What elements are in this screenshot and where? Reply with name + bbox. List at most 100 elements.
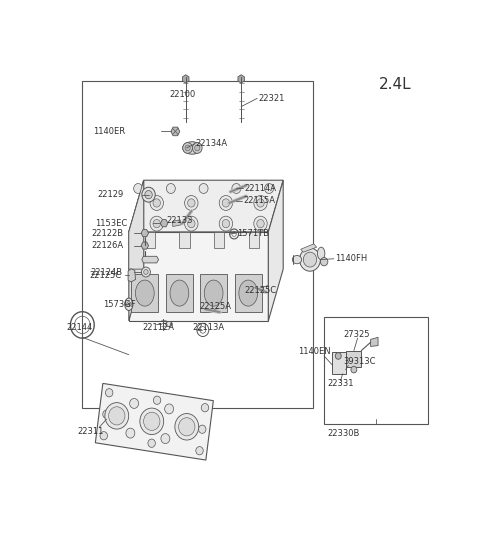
Bar (166, 274, 193, 311)
Text: 1140FH: 1140FH (335, 255, 368, 263)
Circle shape (153, 396, 161, 404)
Circle shape (257, 199, 264, 207)
Polygon shape (300, 244, 317, 252)
Ellipse shape (239, 280, 258, 306)
Polygon shape (160, 220, 168, 227)
Ellipse shape (292, 256, 301, 264)
Polygon shape (332, 352, 347, 374)
Circle shape (153, 199, 160, 207)
Text: 27325: 27325 (344, 330, 370, 338)
Circle shape (140, 408, 164, 434)
Circle shape (142, 187, 155, 202)
Circle shape (108, 407, 125, 425)
Text: 22321: 22321 (258, 94, 285, 103)
Circle shape (153, 220, 160, 228)
Circle shape (199, 184, 208, 193)
Circle shape (185, 216, 198, 231)
Circle shape (232, 184, 241, 193)
Text: 1153EC: 1153EC (96, 219, 128, 228)
Ellipse shape (125, 298, 133, 310)
Bar (200, 274, 227, 311)
Circle shape (254, 195, 267, 211)
Bar (180, 232, 190, 249)
Polygon shape (371, 337, 378, 346)
Bar (145, 232, 155, 249)
Text: 22144: 22144 (67, 323, 93, 331)
Text: 1140EN: 1140EN (298, 347, 331, 357)
Text: 22125C: 22125C (89, 271, 121, 280)
Text: 22331: 22331 (328, 379, 354, 388)
Polygon shape (142, 256, 158, 263)
Polygon shape (171, 127, 180, 136)
Circle shape (185, 145, 190, 151)
Circle shape (105, 403, 129, 429)
Circle shape (175, 413, 199, 440)
Circle shape (185, 195, 198, 211)
Circle shape (145, 191, 152, 199)
Circle shape (254, 216, 267, 231)
Text: 22133: 22133 (166, 216, 192, 225)
Polygon shape (96, 383, 214, 460)
Text: 22330B: 22330B (328, 429, 360, 438)
Text: 22126A: 22126A (92, 241, 124, 250)
Bar (132, 274, 158, 311)
Bar (83, 81, 313, 408)
Text: 1573GF: 1573GF (103, 300, 135, 309)
Circle shape (133, 184, 143, 193)
Circle shape (161, 433, 170, 444)
Polygon shape (129, 232, 268, 321)
Polygon shape (238, 75, 244, 83)
Circle shape (130, 398, 139, 409)
Circle shape (103, 410, 110, 418)
Circle shape (196, 447, 203, 455)
Text: 22100: 22100 (170, 90, 196, 99)
Ellipse shape (170, 280, 189, 306)
Circle shape (165, 404, 174, 414)
Bar (214, 232, 225, 249)
Text: 2.4L: 2.4L (379, 77, 411, 92)
Text: 22125C: 22125C (244, 286, 276, 295)
Circle shape (264, 184, 274, 193)
Text: 39313C: 39313C (344, 357, 376, 366)
Text: 22124B: 22124B (91, 267, 122, 277)
Polygon shape (173, 220, 181, 227)
Ellipse shape (317, 247, 325, 259)
Circle shape (222, 220, 229, 228)
Circle shape (188, 220, 195, 228)
Circle shape (188, 199, 195, 207)
Polygon shape (129, 180, 144, 321)
Circle shape (303, 252, 317, 267)
Text: 22125A: 22125A (200, 302, 231, 311)
Circle shape (183, 143, 192, 154)
Text: 22122B: 22122B (92, 229, 124, 238)
Circle shape (126, 428, 135, 438)
Text: 1571TB: 1571TB (237, 229, 269, 238)
Bar (235, 274, 262, 311)
Circle shape (144, 412, 160, 431)
Circle shape (192, 143, 202, 154)
Polygon shape (128, 268, 135, 282)
Circle shape (142, 267, 150, 277)
Polygon shape (268, 180, 283, 321)
Circle shape (150, 216, 163, 231)
Circle shape (257, 220, 264, 228)
Bar (324, 317, 428, 424)
Circle shape (100, 432, 108, 440)
Bar (249, 232, 259, 249)
Circle shape (179, 418, 195, 436)
Circle shape (321, 258, 328, 266)
Circle shape (199, 425, 206, 433)
Text: 22114A: 22114A (244, 184, 276, 193)
Ellipse shape (135, 280, 154, 306)
Circle shape (335, 353, 341, 359)
Circle shape (351, 366, 357, 373)
Text: 22134A: 22134A (196, 139, 228, 148)
Circle shape (219, 195, 233, 211)
Text: 22311: 22311 (78, 427, 104, 436)
Text: 22112A: 22112A (143, 323, 175, 331)
Polygon shape (129, 180, 283, 232)
Circle shape (150, 195, 163, 211)
Ellipse shape (166, 322, 172, 326)
Polygon shape (141, 229, 148, 237)
Circle shape (106, 389, 113, 397)
